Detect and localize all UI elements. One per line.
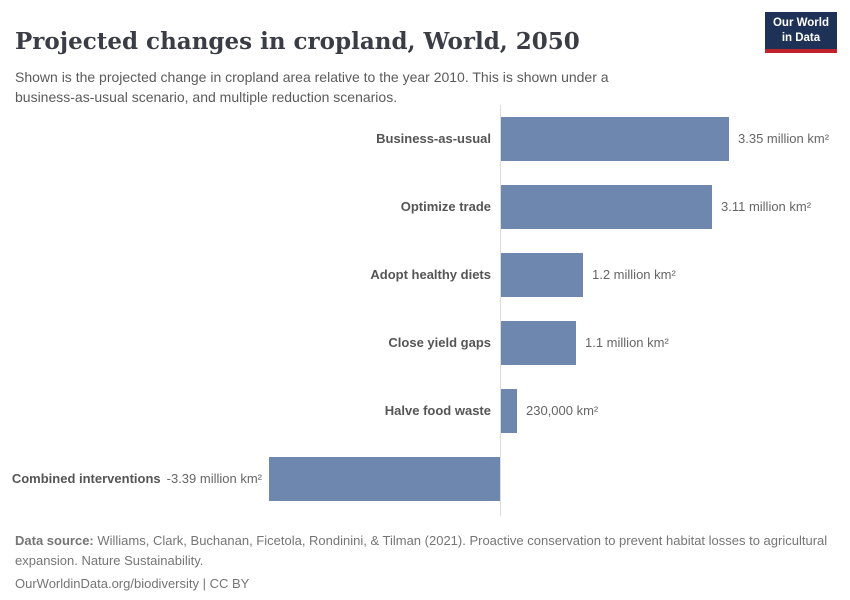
bar-row: Adopt healthy diets 1.2 million km²: [0, 253, 850, 297]
bar-row: Business-as-usual 3.35 million km²: [0, 117, 850, 161]
bar-value-label: 3.11 million km²: [721, 199, 812, 214]
bar-value-label: 1.2 million km²: [592, 267, 676, 282]
bar: [501, 389, 517, 433]
page-title: Projected changes in cropland, World, 20…: [15, 28, 580, 56]
bar-value-label: 230,000 km²: [526, 403, 599, 418]
bar: [269, 457, 500, 501]
bar-value-label: 1.1 million km²: [585, 335, 669, 350]
bar-category-label: Optimize trade: [400, 199, 491, 214]
bar-category-label: Business-as-usual: [376, 131, 491, 146]
footer: Data source: Williams, Clark, Buchanan, …: [15, 531, 837, 594]
bar-category-label: Close yield gaps: [388, 335, 491, 350]
bar-row: Optimize trade 3.11 million km²: [0, 185, 850, 229]
bar-value-label: 3.35 million km²: [738, 131, 830, 146]
zero-axis-line: [500, 105, 501, 516]
bar: [501, 253, 583, 297]
bar-category-label: Combined interventions: [11, 471, 161, 486]
bar-category-label: Halve food waste: [384, 403, 491, 418]
data-source-label: Data source:: [15, 533, 94, 548]
bar-row: Close yield gaps 1.1 million km²: [0, 321, 850, 365]
owid-logo-line-1: Our World: [772, 17, 829, 29]
bar: [501, 185, 712, 229]
bar: [501, 117, 729, 161]
bar-value-label: -3.39 million km²: [166, 471, 262, 486]
bar-label-group: Combined interventions -3.39 million km²: [12, 457, 262, 501]
owid-logo: Our World in Data: [764, 12, 837, 53]
data-source-text: Data source: Williams, Clark, Buchanan, …: [15, 533, 828, 568]
bar-row: Halve food waste 230,000 km²: [0, 389, 850, 433]
bar-category-label: Adopt healthy diets: [370, 267, 491, 282]
bar: [501, 321, 576, 365]
owid-logo-line-2: in Data: [781, 31, 821, 44]
chart-area: Business-as-usual 3.35 million km² Optim…: [0, 100, 850, 520]
bar-row: Combined interventions -3.39 million km²: [0, 457, 850, 501]
page-subtitle: Shown is the projected change in croplan…: [15, 69, 609, 106]
license-text: OurWorldinData.org/biodiversity | CC BY: [15, 576, 250, 591]
